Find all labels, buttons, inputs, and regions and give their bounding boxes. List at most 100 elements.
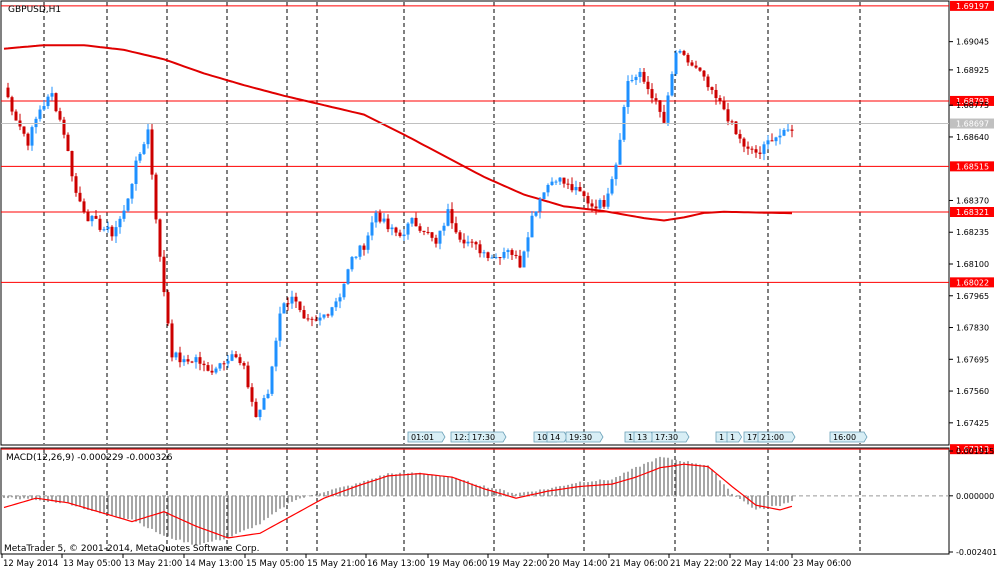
time-tick-label: 19 May 06:00 <box>429 559 487 569</box>
candle-body <box>454 223 458 233</box>
candle-body <box>10 97 14 112</box>
candle-body <box>502 252 506 258</box>
candle-body <box>442 225 446 231</box>
candle-body <box>306 318 310 320</box>
candle-body <box>778 135 782 138</box>
candle-body <box>94 215 98 219</box>
time-tick-label: 21 May 06:00 <box>610 559 668 569</box>
candle-body <box>722 100 726 110</box>
candle-body <box>118 218 122 228</box>
candle-body <box>278 313 282 341</box>
price-level-label-bg <box>950 161 994 172</box>
candle-body <box>250 387 254 402</box>
candle-body <box>178 352 182 363</box>
price-tick-label: 1.67965 <box>956 292 989 301</box>
candle-body <box>174 352 178 358</box>
price-tick-label: 1.67695 <box>956 355 989 364</box>
macd-tick-label: -0.002401 <box>956 548 997 557</box>
candle-body <box>470 241 474 243</box>
event-marker-label: 17:30 <box>655 433 678 442</box>
candle-body <box>350 257 354 270</box>
candle-body <box>626 81 630 107</box>
candle-body <box>734 121 738 135</box>
price-tick-label: 1.68100 <box>956 260 989 269</box>
candle-body <box>418 226 422 231</box>
price-level-label-bg <box>950 277 994 288</box>
vertical-grid <box>43 2 861 553</box>
candle-body <box>686 54 690 63</box>
candle-body <box>86 212 90 222</box>
candle-body <box>618 139 622 165</box>
candle-body <box>302 310 306 319</box>
candle-body <box>754 149 758 153</box>
candle-body <box>182 359 186 363</box>
candle-body <box>594 206 598 209</box>
candle-body <box>514 254 518 256</box>
candle-body <box>262 398 266 410</box>
time-tick-label: 13 May 05:00 <box>63 559 121 569</box>
candle-body <box>562 177 566 184</box>
candle-body <box>630 80 634 82</box>
candle-body <box>194 357 198 363</box>
candle-body <box>654 98 658 101</box>
candle-body <box>290 296 294 304</box>
macd-axis: 0.001915 0.000000 -0.002401 <box>949 447 997 557</box>
candle-body <box>234 354 238 358</box>
candle-body <box>314 319 318 321</box>
event-marker-label: 12:3 <box>454 433 472 442</box>
candle-body <box>318 317 322 321</box>
candle-body <box>42 106 46 110</box>
macd-signal-line <box>3 463 793 539</box>
price-tick-label: 1.67425 <box>956 419 989 428</box>
candle-body <box>282 303 286 314</box>
candles-layer <box>6 49 794 421</box>
candle-body <box>698 67 702 71</box>
candle-body <box>210 370 214 373</box>
candle-body <box>426 231 430 233</box>
candle-body <box>414 217 418 227</box>
candle-body <box>786 129 790 131</box>
candle-body <box>126 198 130 211</box>
candle-body <box>762 144 766 154</box>
candle-body <box>338 297 342 302</box>
candle-body <box>578 187 582 192</box>
candle-body <box>30 127 34 146</box>
candle-body <box>678 50 682 53</box>
candle-body <box>766 140 770 145</box>
candle-body <box>90 215 94 222</box>
horizontal-levels[interactable] <box>1 5 949 450</box>
candle-body <box>702 70 706 77</box>
candle-body <box>362 245 366 250</box>
price-level-label-bg <box>950 0 994 11</box>
candle-body <box>542 192 546 200</box>
candle-body <box>450 209 454 224</box>
price-level-label-bg <box>950 95 994 106</box>
event-marker-label: 19:30 <box>569 433 592 442</box>
candle-body <box>6 87 10 98</box>
candle-body <box>490 257 494 259</box>
candle-body <box>658 100 662 112</box>
candle-body <box>274 340 278 367</box>
candle-body <box>558 177 562 182</box>
candle-body <box>354 256 358 258</box>
event-marker-label: 1 <box>719 433 724 442</box>
candle-body <box>646 81 650 90</box>
candle-body <box>650 89 654 99</box>
candle-body <box>46 96 50 107</box>
candle-body <box>122 210 126 219</box>
candle-body <box>682 50 686 55</box>
candle-body <box>446 209 450 226</box>
candle-body <box>134 160 138 184</box>
candle-body <box>330 307 334 316</box>
candle-body <box>402 234 406 237</box>
candle-body <box>642 71 646 82</box>
candle-body <box>218 363 222 369</box>
candle-body <box>782 129 786 136</box>
price-level-label: 1.68515 <box>956 162 989 171</box>
event-marker-label: 17:30 <box>472 433 495 442</box>
price-tick-label: 1.68775 <box>956 101 989 110</box>
candle-body <box>410 217 414 224</box>
candle-body <box>582 191 586 197</box>
